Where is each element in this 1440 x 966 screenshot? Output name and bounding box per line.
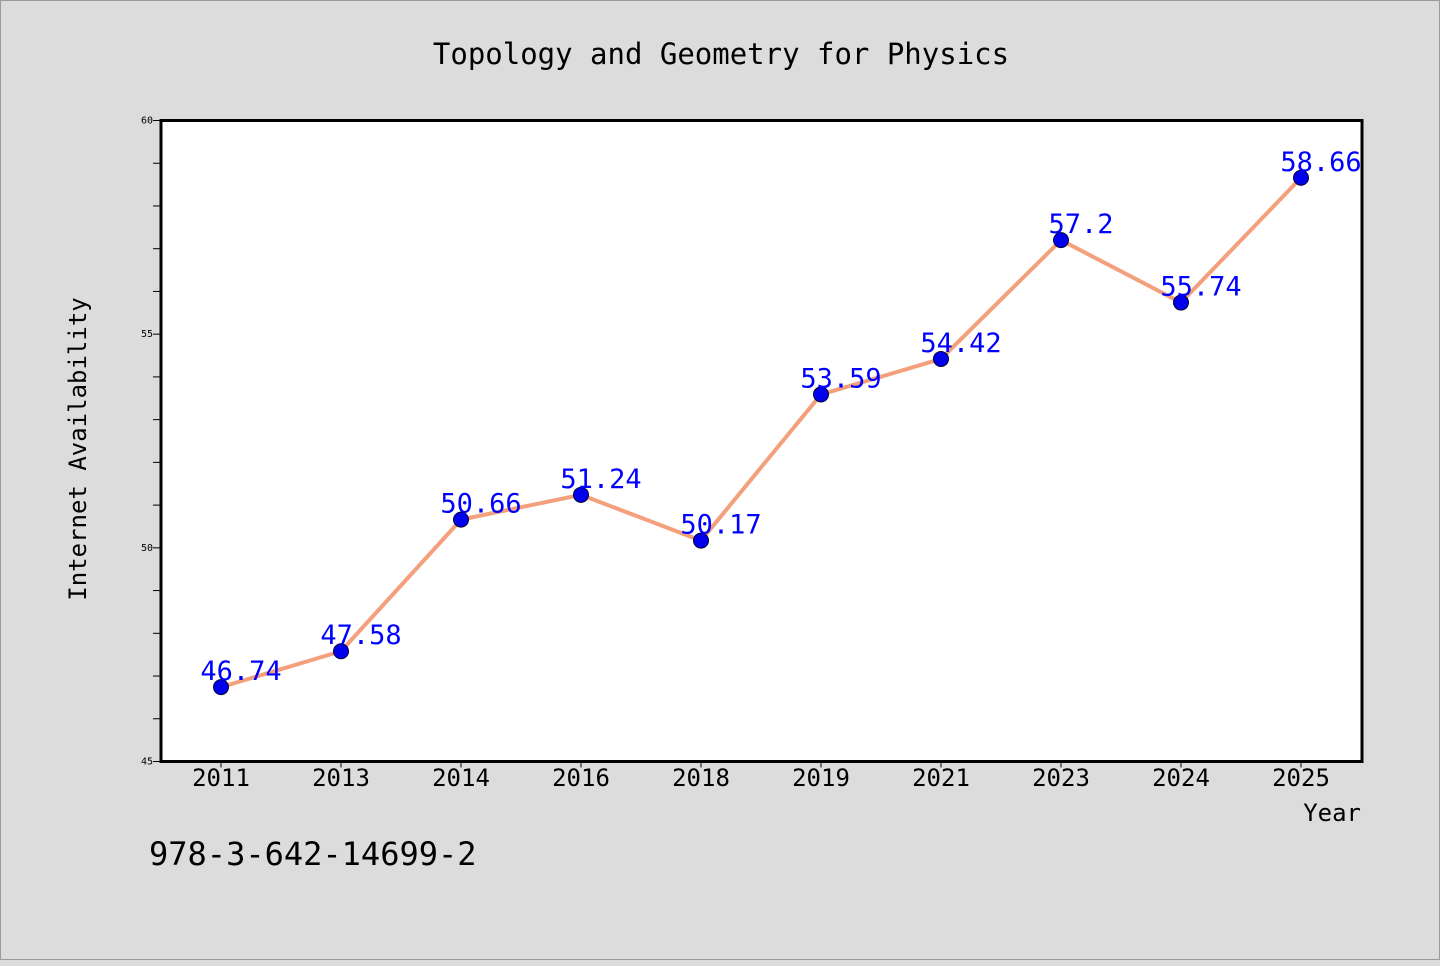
x-tick-label: 2019 bbox=[792, 764, 850, 792]
data-label: 53.59 bbox=[800, 363, 881, 394]
x-tick-label: 2013 bbox=[312, 764, 370, 792]
data-point bbox=[693, 532, 709, 549]
y-axis-label: Internet Availability bbox=[64, 297, 92, 600]
x-axis-label: Year bbox=[1303, 799, 1361, 827]
y-tick-label: 55 bbox=[141, 329, 153, 340]
data-point bbox=[453, 511, 469, 528]
y-tick-label: 50 bbox=[141, 543, 153, 554]
data-point bbox=[1293, 169, 1309, 186]
data-point bbox=[933, 350, 949, 367]
x-tick-label: 2024 bbox=[1152, 764, 1210, 792]
x-tick-label: 2014 bbox=[432, 764, 490, 792]
x-axis: 2011 2013 2014 2016 2018 2019 2021 2023 2024 2025 bbox=[192, 761, 1330, 792]
data-label-layer: 46.74 47.58 50.66 51.24 50.17 53.59 54.42 57.2 5… bbox=[200, 147, 1361, 687]
data-point bbox=[213, 679, 229, 696]
data-point bbox=[573, 486, 589, 503]
data-label: 46.74 bbox=[200, 656, 281, 687]
data-label: 54.42 bbox=[920, 328, 1001, 359]
data-label: 47.58 bbox=[320, 620, 401, 651]
plot-area bbox=[159, 119, 1364, 763]
data-label: 55.74 bbox=[1160, 272, 1241, 303]
x-tick-label: 2016 bbox=[552, 764, 610, 792]
data-point bbox=[813, 386, 829, 403]
x-tick-label: 2021 bbox=[912, 764, 970, 792]
data-point bbox=[1173, 294, 1189, 311]
data-point bbox=[1053, 232, 1069, 249]
data-label: 50.66 bbox=[440, 489, 521, 520]
series-line bbox=[219, 175, 1303, 690]
series-layer bbox=[213, 169, 1309, 696]
x-tick-label: 2018 bbox=[672, 764, 730, 792]
y-tick-label: 60 bbox=[141, 116, 153, 127]
data-label: 58.66 bbox=[1280, 147, 1361, 178]
data-point bbox=[333, 643, 349, 660]
data-label: 50.17 bbox=[680, 510, 761, 541]
x-tick-label: 2011 bbox=[192, 764, 250, 792]
y-tick-label: 45 bbox=[141, 757, 153, 768]
isbn-annotation: 978-3-642-14699-2 bbox=[149, 835, 477, 873]
data-label: 51.24 bbox=[560, 464, 641, 495]
chart-title: Topology and Geometry for Physics bbox=[433, 37, 1009, 71]
y-axis: 45 50 55 60 bbox=[141, 116, 161, 768]
data-label: 57.2 bbox=[1048, 209, 1113, 240]
x-tick-label: 2023 bbox=[1032, 764, 1090, 792]
x-tick-label: 2025 bbox=[1272, 764, 1330, 792]
